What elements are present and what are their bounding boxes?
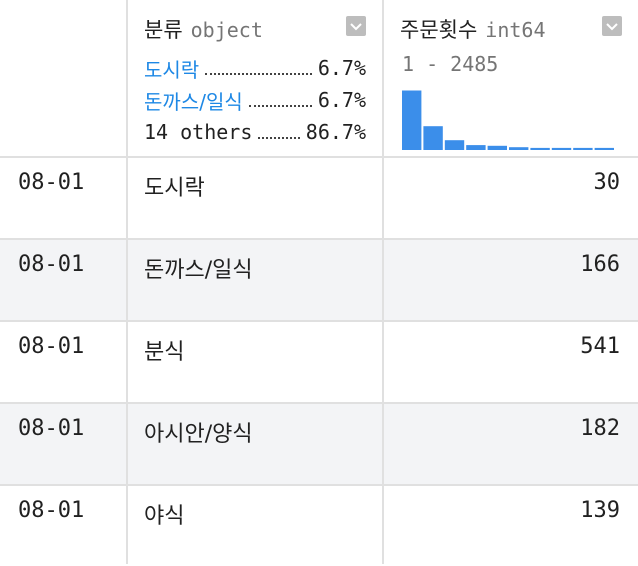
row-divider bbox=[0, 320, 638, 322]
row-index: 08-01 bbox=[18, 252, 85, 277]
top-value-row: 돈까스/일식 6.7% bbox=[144, 86, 366, 114]
dot-leader bbox=[258, 137, 300, 139]
row-index: 08-01 bbox=[18, 170, 85, 195]
chevron-down-icon bbox=[350, 23, 362, 31]
category-cell: 분식 bbox=[144, 340, 185, 365]
category-cell: 도시락 bbox=[144, 176, 205, 201]
column-menu-button[interactable] bbox=[346, 16, 366, 36]
orders-column-header: 주문횟수 int64 1 - 2485 bbox=[384, 0, 638, 156]
category-cell: 아시안/양식 bbox=[144, 422, 253, 447]
table-row: 08-01 도시락 30 bbox=[0, 158, 638, 238]
histogram-bar bbox=[573, 147, 593, 150]
top-value-pct: 6.7% bbox=[317, 88, 366, 112]
top-value-row: 도시락 6.7% bbox=[144, 54, 366, 82]
row-index: 08-01 bbox=[18, 498, 85, 523]
top-value-link[interactable]: 돈까스/일식 bbox=[144, 89, 243, 114]
column-divider bbox=[126, 0, 128, 564]
column-menu-button[interactable] bbox=[602, 16, 622, 36]
histogram-bar bbox=[530, 147, 550, 150]
others-label: 14 others bbox=[144, 120, 253, 144]
histogram-bar bbox=[466, 145, 486, 150]
category-cell: 돈까스/일식 bbox=[144, 258, 253, 283]
table-row: 08-01 분식 541 bbox=[0, 322, 638, 402]
histogram-bar bbox=[487, 145, 507, 150]
top-value-link[interactable]: 도시락 bbox=[144, 57, 200, 82]
row-divider bbox=[0, 484, 638, 486]
histogram-bar bbox=[444, 140, 465, 150]
histogram bbox=[402, 90, 614, 150]
chevron-down-icon bbox=[606, 23, 618, 31]
orders-cell: 139 bbox=[580, 498, 620, 523]
histogram-bar bbox=[402, 90, 422, 150]
table-row: 08-01 돈까스/일식 166 bbox=[0, 240, 638, 320]
row-divider bbox=[0, 156, 638, 158]
value-range: 1 - 2485 bbox=[402, 52, 499, 76]
column-name: 분류 bbox=[144, 18, 183, 42]
histogram-bar bbox=[423, 126, 443, 150]
dot-leader bbox=[248, 105, 312, 107]
histogram-bar bbox=[509, 147, 529, 150]
row-divider bbox=[0, 238, 638, 240]
top-value-pct: 6.7% bbox=[317, 56, 366, 80]
category-cell: 야식 bbox=[144, 504, 185, 529]
others-row: 14 others 86.7% bbox=[144, 118, 366, 146]
table-row: 08-01 아시안/양식 182 bbox=[0, 404, 638, 484]
histogram-bar bbox=[594, 147, 614, 150]
table-row: 08-01 야식 139 bbox=[0, 486, 638, 566]
column-divider bbox=[382, 0, 384, 564]
row-index: 08-01 bbox=[18, 334, 85, 359]
orders-cell: 30 bbox=[593, 170, 621, 195]
column-name: 주문횟수 bbox=[400, 18, 478, 42]
orders-cell: 182 bbox=[580, 416, 620, 441]
dot-leader bbox=[205, 73, 312, 75]
histogram-bar bbox=[551, 147, 572, 150]
row-index: 08-01 bbox=[18, 416, 85, 441]
others-pct: 86.7% bbox=[305, 120, 366, 144]
orders-cell: 166 bbox=[580, 252, 620, 277]
orders-cell: 541 bbox=[580, 334, 620, 359]
column-dtype: object bbox=[190, 18, 263, 42]
column-dtype: int64 bbox=[485, 18, 546, 42]
row-divider bbox=[0, 402, 638, 404]
category-column-header: 분류 object 도시락 6.7% 돈까스/일식 6.7% 14 others … bbox=[128, 0, 382, 156]
